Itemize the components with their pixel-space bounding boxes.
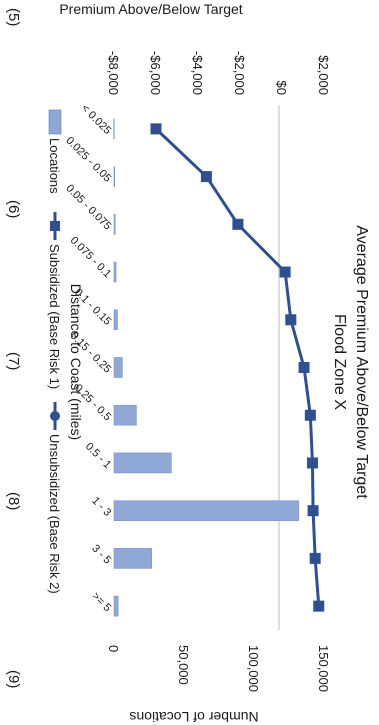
- location-bars: [113, 118, 300, 617]
- premium-point: [150, 123, 162, 135]
- left-tick-label: -$8,000: [106, 51, 121, 95]
- chart-title-line1: Average Premium Above/Below Target: [353, 225, 370, 499]
- premium-point: [313, 600, 325, 612]
- figure-label-6: (6): [5, 200, 22, 218]
- location-bar: [113, 357, 123, 378]
- location-bar: [113, 452, 172, 474]
- location-bar: [113, 261, 117, 283]
- category-label: 0.075 - 0.1: [68, 234, 114, 280]
- legend-locations-swatch: [48, 109, 62, 135]
- location-bar: [113, 166, 115, 187]
- right-tick-label: 100,000: [246, 645, 261, 692]
- left-tick-label: -$2,000: [232, 51, 247, 95]
- location-bar: [113, 548, 153, 569]
- left-tick-label: -$4,000: [190, 51, 205, 95]
- legend-locations-label: Locations: [47, 138, 62, 194]
- left-tick-label: -$6,000: [148, 51, 163, 95]
- premium-point: [309, 552, 321, 564]
- location-bar: [113, 309, 118, 331]
- location-bar: [113, 214, 116, 235]
- premium-point: [200, 171, 212, 183]
- premium-point: [304, 409, 316, 421]
- figure-labels: (5) (6) (7) (8) (9): [5, 8, 22, 688]
- left-tick-label: $0: [274, 81, 289, 95]
- legend-unsubsidized-marker: [50, 411, 60, 421]
- category-label: 3 - 5: [89, 542, 113, 566]
- category-label: >= 5: [89, 590, 113, 614]
- premium-point: [279, 266, 291, 278]
- premium-line: [154, 127, 321, 607]
- premium-point: [285, 314, 297, 326]
- location-bar: [113, 595, 119, 617]
- figure-label-5: (5): [5, 8, 22, 26]
- left-tick-label: $2,000: [316, 55, 331, 95]
- left-axis-ticks: -$8,000 -$6,000 -$4,000 -$2,000 $0 $2,000: [106, 51, 331, 95]
- category-label: 0.05 - 0.075: [63, 182, 113, 232]
- figure-label-8: (8): [5, 492, 22, 510]
- premium-point: [298, 362, 310, 373]
- figure-label-7: (7): [5, 352, 22, 370]
- legend-subsidized-marker: [50, 221, 60, 231]
- category-label: 0.5 - 1: [83, 441, 114, 472]
- premium-line-series: [150, 123, 325, 612]
- legend-unsubsidized-label: Unsubsidized (Base Risk 2): [47, 434, 62, 594]
- premium-point: [306, 457, 318, 469]
- legend: Locations Subsidized (Base Risk 1) Unsub…: [47, 109, 62, 594]
- legend-subsidized-label: Subsidized (Base Risk 1): [47, 244, 62, 389]
- location-bar: [113, 118, 115, 140]
- right-tick-label: 150,000: [316, 645, 331, 692]
- premium-point: [232, 218, 244, 230]
- y-axis-left-title: Premium Above/Below Target: [59, 1, 242, 17]
- rotated-chart: Average Premium Above/Below Target Flood…: [5, 1, 370, 725]
- right-tick-label: 0: [106, 645, 121, 652]
- y-axis-right-title: Number of Locations: [129, 709, 258, 725]
- location-bar: [113, 404, 137, 426]
- x-axis-title: Distance to Coast (miles): [68, 284, 84, 440]
- figure-label-9: (9): [5, 670, 22, 688]
- category-label: 1 - 3: [89, 495, 113, 519]
- right-axis-ticks: 0 50,000 100,000 150,000: [106, 645, 331, 692]
- right-tick-label: 50,000: [176, 645, 191, 685]
- premium-point: [307, 505, 319, 517]
- chart-title-line2: Flood Zone X: [331, 314, 348, 410]
- category-label: 0.025 - 0.05: [63, 135, 113, 185]
- location-bar: [113, 500, 300, 521]
- category-label: < 0.025: [79, 102, 114, 137]
